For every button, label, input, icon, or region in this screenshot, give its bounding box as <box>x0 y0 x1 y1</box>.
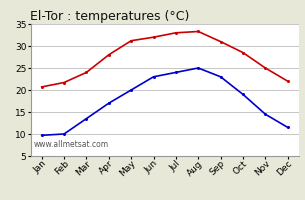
Text: www.allmetsat.com: www.allmetsat.com <box>33 140 108 149</box>
Text: El-Tor : temperatures (°C): El-Tor : temperatures (°C) <box>30 10 190 23</box>
